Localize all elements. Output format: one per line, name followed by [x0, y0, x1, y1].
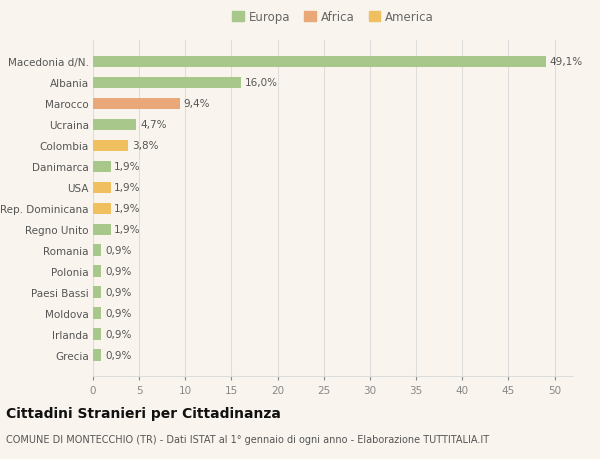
- Text: 0,9%: 0,9%: [105, 330, 131, 340]
- Text: 16,0%: 16,0%: [244, 78, 277, 88]
- Text: 1,9%: 1,9%: [114, 162, 141, 172]
- Text: 0,9%: 0,9%: [105, 246, 131, 256]
- Bar: [93, 78, 241, 89]
- Text: 0,9%: 0,9%: [105, 308, 131, 319]
- Bar: [93, 182, 110, 194]
- Text: 0,9%: 0,9%: [105, 267, 131, 277]
- Text: 0,9%: 0,9%: [105, 288, 131, 297]
- Legend: Europa, Africa, America: Europa, Africa, America: [227, 6, 439, 29]
- Text: 1,9%: 1,9%: [114, 204, 141, 214]
- Bar: [93, 287, 101, 298]
- Bar: [93, 224, 110, 235]
- Bar: [93, 119, 136, 131]
- Bar: [93, 56, 546, 68]
- Bar: [93, 245, 101, 257]
- Text: 4,7%: 4,7%: [140, 120, 167, 130]
- Bar: [93, 140, 128, 152]
- Text: 1,9%: 1,9%: [114, 183, 141, 193]
- Text: 49,1%: 49,1%: [550, 57, 583, 67]
- Bar: [93, 161, 110, 173]
- Bar: [93, 350, 101, 361]
- Bar: [93, 98, 180, 110]
- Bar: [93, 329, 101, 340]
- Text: COMUNE DI MONTECCHIO (TR) - Dati ISTAT al 1° gennaio di ogni anno - Elaborazione: COMUNE DI MONTECCHIO (TR) - Dati ISTAT a…: [6, 434, 489, 444]
- Bar: [93, 266, 101, 277]
- Text: 1,9%: 1,9%: [114, 225, 141, 235]
- Text: 9,4%: 9,4%: [184, 99, 210, 109]
- Bar: [93, 308, 101, 319]
- Text: 3,8%: 3,8%: [132, 141, 158, 151]
- Text: Cittadini Stranieri per Cittadinanza: Cittadini Stranieri per Cittadinanza: [6, 406, 281, 420]
- Text: 0,9%: 0,9%: [105, 350, 131, 360]
- Bar: [93, 203, 110, 215]
